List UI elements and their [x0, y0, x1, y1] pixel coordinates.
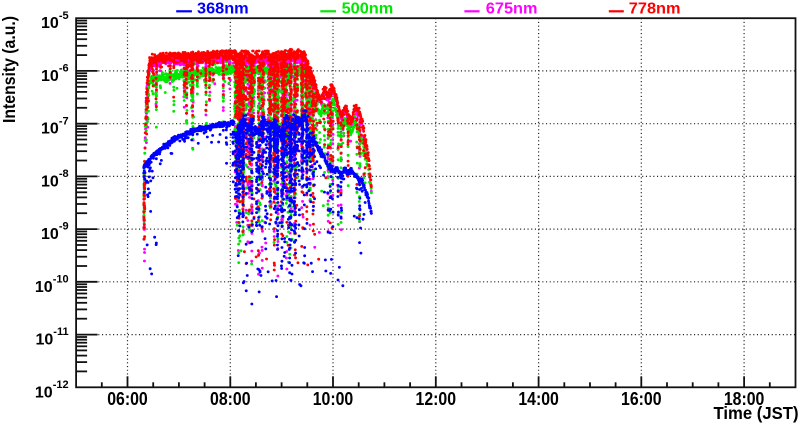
svg-text:Time (JST): Time (JST) [714, 403, 799, 423]
svg-text:778nm: 778nm [629, 1, 681, 18]
svg-text:18:00: 18:00 [724, 389, 765, 409]
svg-text:06:00: 06:00 [107, 389, 148, 409]
svg-text:08:00: 08:00 [210, 389, 251, 409]
svg-text:675nm: 675nm [486, 1, 538, 18]
svg-text:12:00: 12:00 [416, 389, 457, 409]
svg-text:10:00: 10:00 [313, 389, 354, 409]
svg-text:14:00: 14:00 [518, 389, 559, 409]
svg-text:Intensity (a.u.): Intensity (a.u.) [0, 16, 19, 123]
svg-text:368nm: 368nm [197, 1, 249, 18]
svg-text:16:00: 16:00 [621, 389, 662, 409]
svg-text:500nm: 500nm [342, 1, 394, 18]
